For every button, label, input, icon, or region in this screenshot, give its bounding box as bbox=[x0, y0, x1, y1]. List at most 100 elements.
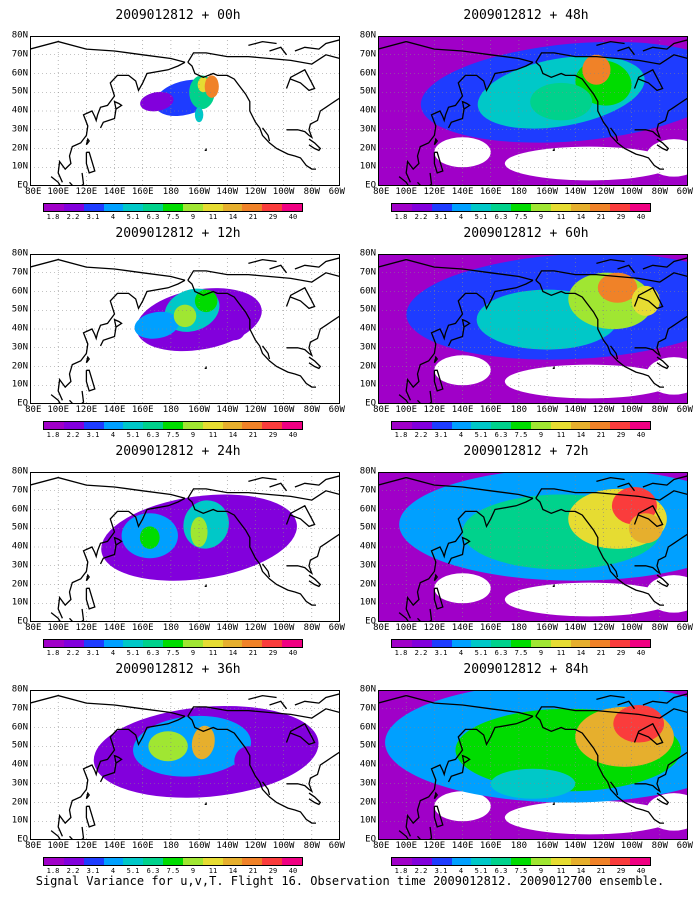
longitude-tick-label: 80W bbox=[303, 187, 320, 197]
colorbar-swatch bbox=[182, 422, 203, 429]
colorbar-tick-label: 7.5 bbox=[166, 213, 180, 221]
colorbar-swatch bbox=[550, 204, 571, 211]
coastline bbox=[535, 270, 688, 283]
coastline bbox=[634, 533, 688, 575]
colorbar-swatch bbox=[143, 640, 164, 647]
coastline bbox=[30, 694, 186, 717]
colorbar-tick-label: 4 bbox=[458, 213, 464, 221]
longitude-tick-label: 120W bbox=[592, 187, 615, 197]
colorbar-tick-label: 7.5 bbox=[514, 649, 528, 657]
colorbar-tick-label: 6.3 bbox=[494, 431, 508, 439]
colorbar-tick-label: 4 bbox=[110, 431, 116, 439]
coastline bbox=[187, 497, 316, 606]
colorbar-tick-label: 9 bbox=[190, 867, 196, 875]
colorbar-swatch bbox=[411, 422, 432, 429]
latitude-tick-label: 50N bbox=[11, 522, 28, 533]
colorbar-swatch bbox=[103, 858, 124, 865]
colorbar-swatch bbox=[63, 204, 84, 211]
variance-contour bbox=[613, 705, 665, 743]
coastline bbox=[285, 68, 316, 92]
colorbar-tick-label: 29 bbox=[616, 431, 626, 439]
latitude-tick-label: 40N bbox=[11, 323, 28, 334]
latitude-tick-label: EQ bbox=[17, 834, 28, 845]
coastline bbox=[187, 270, 340, 283]
colorbar-tick-label: 4 bbox=[110, 867, 116, 875]
colorbar-swatch bbox=[63, 422, 84, 429]
colorbar-tick-label: 1.8 bbox=[394, 867, 408, 875]
coastline bbox=[596, 40, 625, 47]
coastline bbox=[552, 366, 555, 370]
latitude-labels: 80N 70N 60N 50N 40N 30N 20N 10N EQ bbox=[8, 685, 30, 844]
longitude-labels: 80E 100E 120E 140E 160E 180 160W 140W 120W 100W 80… bbox=[25, 405, 345, 416]
colorbar-tick-label: 5.1 bbox=[474, 431, 488, 439]
colorbar-swatch bbox=[143, 422, 164, 429]
longitude-tick-label: 180 bbox=[510, 623, 528, 633]
longitude-tick-label: 80W bbox=[303, 405, 320, 415]
longitude-tick-label: 100W bbox=[620, 623, 643, 633]
colorbar-swatch bbox=[163, 422, 183, 429]
colorbar-tick-label: 7.5 bbox=[514, 213, 528, 221]
coastline bbox=[204, 584, 207, 588]
latitude-tick-label: 30N bbox=[11, 342, 28, 353]
coastline bbox=[617, 700, 636, 710]
longitude-tick-label: 80W bbox=[651, 623, 668, 633]
colorbar-tick-label: 29 bbox=[268, 867, 278, 875]
colorbar-tick-label: 7.5 bbox=[166, 649, 180, 657]
colorbar-tick-label: 5.1 bbox=[126, 213, 140, 221]
latitude-tick-label: 70N bbox=[11, 485, 28, 496]
coastline bbox=[187, 706, 340, 719]
colorbar-swatch bbox=[262, 640, 283, 647]
longitude-tick-label: 160W bbox=[188, 405, 210, 415]
latitude-tick-label: 20N bbox=[359, 143, 376, 153]
coastline bbox=[609, 127, 619, 142]
latitude-tick-label: 40N bbox=[359, 105, 376, 116]
colorbar-swatch bbox=[202, 422, 223, 429]
colorbar-tick-label: 9 bbox=[190, 213, 196, 221]
colorbar-swatch bbox=[471, 640, 492, 647]
colorbar-tick-label: 3.1 bbox=[86, 431, 100, 439]
latitude-tick-label: 20N bbox=[11, 143, 28, 153]
coastline bbox=[405, 715, 534, 837]
longitude-tick-label: 180 bbox=[510, 405, 528, 415]
colorbar-swatch bbox=[83, 858, 104, 865]
colorbar-tick-label: 6.3 bbox=[494, 213, 508, 221]
map-panel: 2009012812 + 12h 80N 70N 60N 50N 40N 30N 20N 10N… bbox=[8, 226, 348, 439]
coastline bbox=[633, 722, 664, 746]
colorbar-tick-label: 14 bbox=[228, 867, 238, 875]
coastline bbox=[269, 264, 288, 274]
colorbar-tick-label: 40 bbox=[636, 431, 646, 439]
colorbar-swatch bbox=[511, 858, 531, 865]
coastline bbox=[50, 394, 62, 404]
longitude-tick-label: 160W bbox=[536, 623, 558, 633]
colorbar-swatch bbox=[103, 204, 124, 211]
colorbar-tick-label: 11 bbox=[208, 431, 218, 439]
coastline bbox=[69, 390, 85, 404]
colorbar-swatch bbox=[83, 204, 104, 211]
longitude-tick-label: 120E bbox=[75, 841, 98, 851]
coastline bbox=[535, 706, 688, 719]
latitude-tick-label: 40N bbox=[11, 541, 28, 552]
colorbar-swatch bbox=[451, 640, 472, 647]
latitude-labels: 80N 70N 60N 50N 40N 30N 20N 10N EQ bbox=[356, 467, 378, 626]
coastline bbox=[656, 138, 670, 152]
latitude-tick-label: 80N bbox=[11, 30, 28, 41]
longitude-tick-label: 60W bbox=[676, 405, 693, 415]
panel-title: 2009012812 + 48h bbox=[463, 8, 589, 23]
latitude-tick-label: 60N bbox=[359, 722, 376, 732]
longitude-tick-label: 80W bbox=[303, 623, 320, 633]
coastline bbox=[57, 497, 186, 619]
latitude-labels: 80N 70N 60N 50N 40N 30N 20N 10N EQ bbox=[8, 467, 30, 626]
latitude-tick-label: 70N bbox=[11, 49, 28, 60]
latitude-tick-label: 40N bbox=[359, 323, 376, 334]
latitude-tick-label: 80N bbox=[359, 684, 376, 695]
longitude-tick-label: 80E bbox=[373, 623, 390, 633]
longitude-tick-label: 120E bbox=[423, 187, 446, 197]
coastline bbox=[378, 694, 534, 717]
longitude-tick-label: 140W bbox=[564, 405, 587, 415]
longitude-tick-label: 120W bbox=[592, 841, 615, 851]
longitude-tick-label: 120W bbox=[244, 187, 267, 197]
longitude-tick-label: 100E bbox=[47, 187, 70, 197]
colorbar-labels: 1.8 2.2 3.1 4 5.1 6.3 7.5 9 11 14 21 29 40 bbox=[43, 868, 303, 876]
longitude-tick-label: 180 bbox=[162, 623, 180, 633]
longitude-tick-label: 140W bbox=[216, 623, 239, 633]
